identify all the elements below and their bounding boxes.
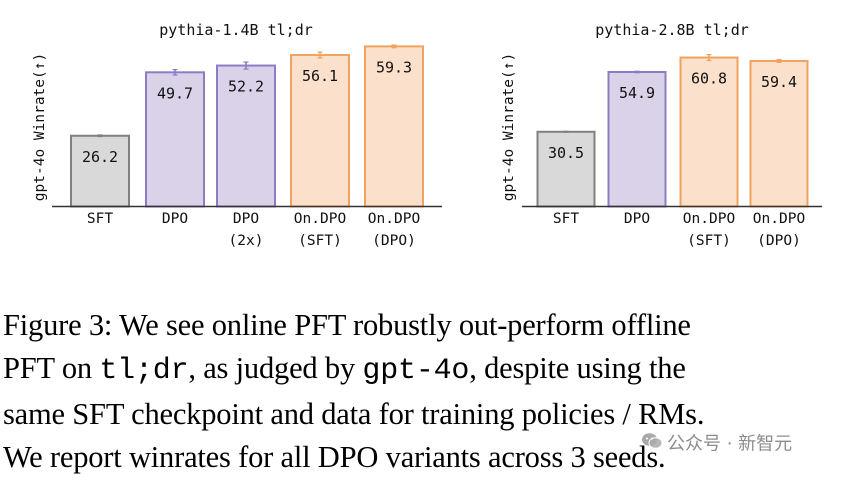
bar-dpo [216,64,276,208]
bar-sft [70,134,130,208]
x-tick-label: (2x) [229,233,264,249]
bar-value-label: 60.8 [691,70,727,88]
x-tick-label: On.DPO [368,211,420,227]
bar-value-label: 56.1 [302,67,338,85]
bar-value-label: 54.9 [619,84,655,102]
x-tick-label: On.DPO [294,211,346,227]
bar-value-label: 59.3 [376,58,412,76]
x-tick-label: (DPO) [757,233,801,249]
bar-value-label: 26.2 [82,148,118,166]
x-tick-label: DPO [233,211,259,227]
x-tick-label: On.DPO [683,211,735,227]
bar-value-label: 30.5 [548,144,584,162]
caption-line-1: Figure 3: We see online PFT robustly out… [3,308,691,342]
y-axis-label: gpt-4o Winrate(↑) [501,53,517,201]
watermark: 公众号 · 新智元 [641,432,792,456]
watermark-text: 公众号 · 新智元 [667,433,793,455]
x-tick-label: (SFT) [687,233,731,249]
caption-line-2: PFT on tl;dr, as judged by gpt-4o, despi… [3,347,855,393]
x-tick-label: SFT [553,211,579,227]
x-tick-label: (DPO) [372,233,416,249]
bar-value-label: 59.4 [761,73,797,91]
wechat-icon [641,432,663,457]
x-tick-label: DPO [624,211,650,227]
chart-title: pythia-2.8B tl;dr [595,21,749,39]
bar-dpo [145,71,205,208]
caption-code-gpt4o: gpt-4o [362,354,470,388]
figure-caption: Figure 3: We see online PFT robustly out… [3,304,855,479]
bar-value-label: 52.2 [228,78,264,96]
chart-title: pythia-1.4B tl;dr [159,21,313,39]
bar-online [749,59,809,208]
caption-line-3: same SFT checkpoint and data for trainin… [3,397,705,431]
x-tick-label: SFT [87,211,113,227]
figure-panel: pythia-1.4B tl;dr gpt-4o Winrate(↑) 26.2 SF… [32,21,822,249]
caption-text: , as judged by [188,351,363,385]
caption-text: PFT on [3,351,100,385]
caption-code-tldr: tl;dr [99,354,189,388]
x-tick-label: DPO [162,211,188,227]
y-axis-label: gpt-4o Winrate(↑) [32,53,48,201]
bar-sft [536,130,596,208]
caption-text: , despite using the [469,351,686,385]
x-tick-label: On.DPO [753,211,805,227]
bar-value-label: 49.7 [157,84,193,102]
caption-line-4: We report winrates for all DPO variants … [3,440,666,474]
x-tick-label: (SFT) [298,233,342,249]
